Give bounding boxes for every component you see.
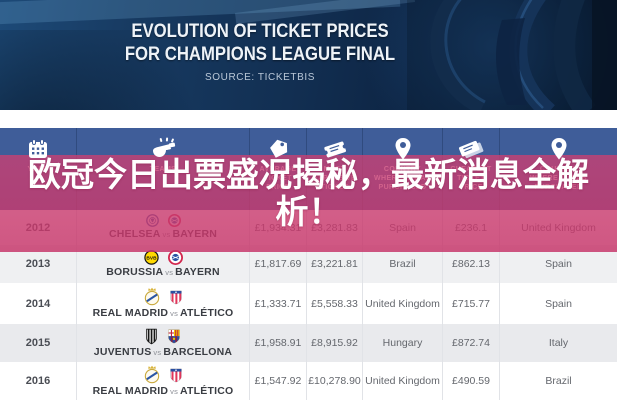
real-madrid-badge [144,287,159,306]
most-expensive-cell: £10,278.90 [307,362,363,400]
hero-vignette [0,30,260,110]
home-team: JUVENTUS [93,345,152,358]
most-expensive-cell: £5,558.33 [307,283,363,324]
real-madrid-badge [144,365,159,383]
whistle-icon [148,135,178,162]
divider-band [0,110,617,128]
hero-banner: EVOLUTION OF TICKET PRICES FOR CHAMPIONS… [0,0,617,110]
average-price-cell: £1,333.71 [250,283,307,324]
tickets-icon [458,135,484,162]
location-pin-icon [394,135,412,162]
page-title-line1: EVOLUTION OF TICKET PRICES [131,21,389,42]
location-pin-icon [550,135,568,162]
chinese-headline: 欧冠今日出票盛况揭秘，最新消息全解析！ [28,156,589,230]
table-row: 2015 JUVENTUS vs BARCELONA £1,958.91 £8,91… [0,324,617,362]
cheapest-cell: £490.59 [443,362,500,400]
vs-label: vs [153,347,162,357]
table-row: 2014 REAL MADRID vs ATLÉTICO £1,333.71 £5,… [0,283,617,324]
ticket-icon [322,135,348,162]
year-cell: 2014 [0,283,77,324]
country-cheapest-cell: Spain [545,297,572,310]
country-most-cell: United Kingdom [363,362,443,400]
home-team: REAL MADRID [92,307,169,319]
away-team: BARCELONA [163,345,233,358]
juventus-badge [146,328,157,344]
country-most-cell: Hungary [363,324,443,362]
country-cheapest-cell: Brazil [545,375,572,387]
teams-cell: BVB BORUSSIA vs BAYERN [77,245,250,283]
average-price-cell: £1,547.92 [250,362,307,400]
country-cheapest-cell: Spain [545,258,572,270]
away-team: BAYERN [175,265,220,278]
page-title-line2: FOR CHAMPIONS LEAGUE FINAL [124,44,396,65]
cheapest-cell: £715.77 [443,283,500,324]
headline-overlay-banner: 欧冠今日出票盛况揭秘，最新消息全解析！ [0,155,617,252]
year-cell: 2013 [0,245,77,283]
vs-label: vs [170,386,179,396]
champions-league-trophy-photo [407,0,617,110]
home-team: REAL MADRID [92,384,169,397]
teams-cell: REAL MADRID vs ATLÉTICO [77,283,250,324]
source-credit: SOURCE: TICKETBIS [204,72,316,83]
atletico-madrid-badge [169,368,182,382]
table-row: 2016 REAL MADRID vs ATLÉTICO £1,547.92 £10… [0,362,617,400]
vs-label: vs [170,309,179,318]
teams-cell: REAL MADRID vs ATLÉTICO [77,362,250,400]
most-expensive-cell: £3,221.81 [307,245,363,283]
calendar-icon [27,135,49,162]
svg-text:BVB: BVB [146,255,157,261]
price-tag-icon [266,135,290,162]
year-cell: 2015 [0,324,77,362]
teams-cell: JUVENTUS vs BARCELONA [77,324,250,362]
most-expensive-cell: £8,915.92 [307,324,363,362]
barcelona-badge [168,329,180,343]
away-team: ATLÉTICO [180,384,234,397]
country-cheapest-cell: Italy [548,337,569,349]
cheapest-cell: £872.74 [443,324,500,362]
away-team: ATLÉTICO [180,307,234,319]
home-team: BORUSSIA [106,265,164,278]
atletico-madrid-badge [169,290,182,305]
cheapest-cell: £862.13 [443,245,500,283]
average-price-cell: £1,817.69 [250,245,307,283]
country-most-cell: Brazil [363,245,443,283]
country-most-cell: United Kingdom [363,283,443,324]
average-price-cell: £1,958.91 [250,324,307,362]
vs-label: vs [165,267,174,277]
year-cell: 2016 [0,362,77,400]
